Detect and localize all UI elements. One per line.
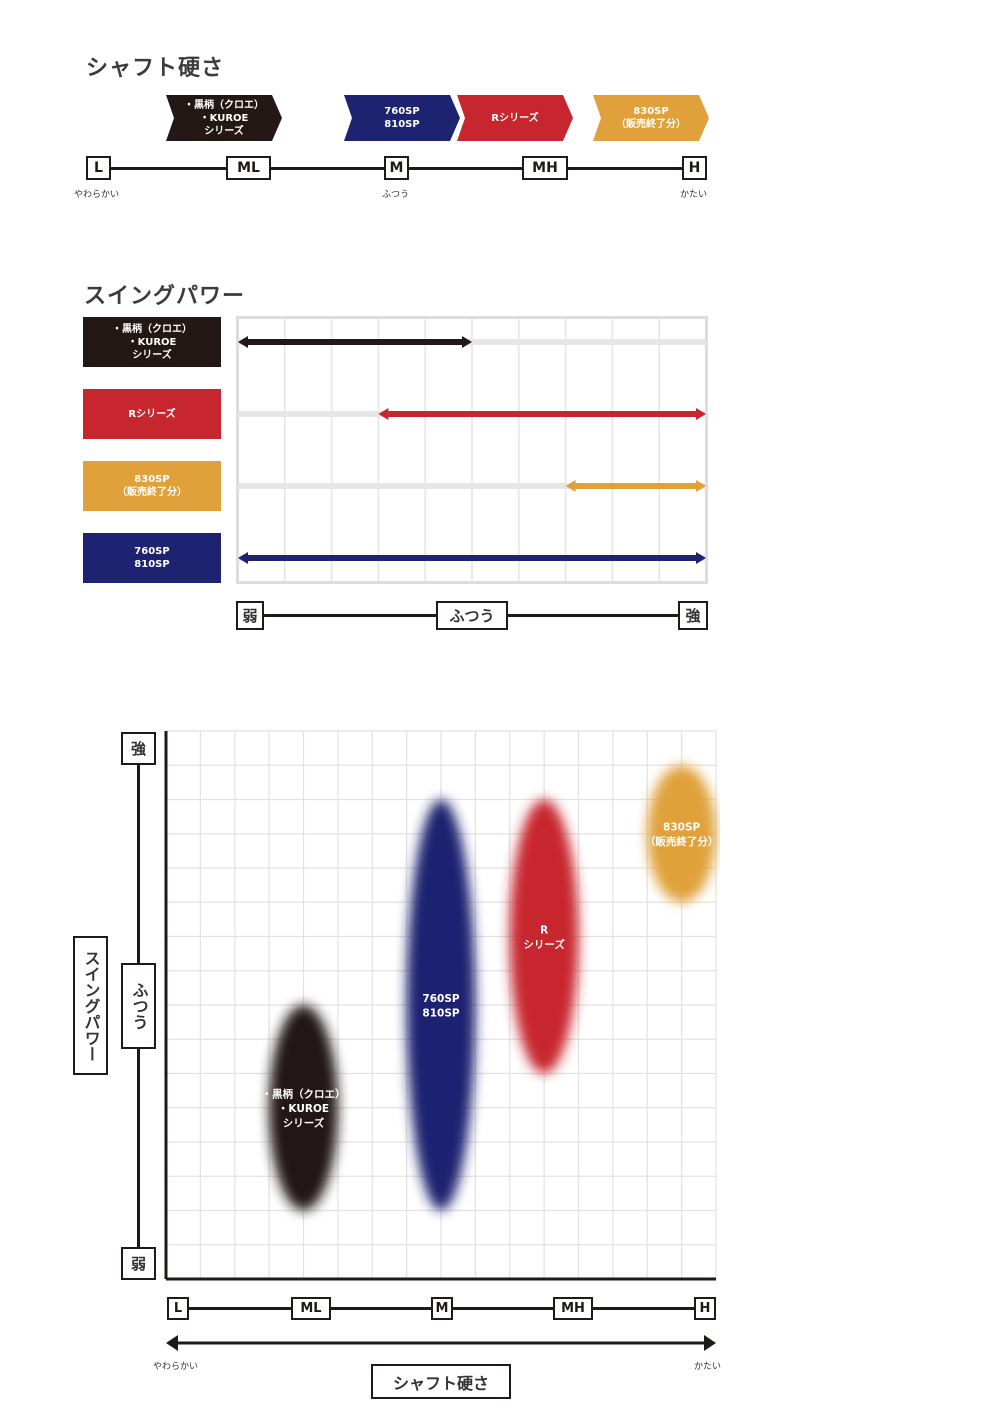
x-tick-mh: MH xyxy=(553,1297,593,1320)
x-axis-label: シャフト硬さ xyxy=(371,1364,511,1399)
mx-blob-label: 810SP xyxy=(422,1007,459,1019)
power-strong: 強 xyxy=(678,601,708,630)
y-axis-label: スイングパワー xyxy=(73,936,108,1075)
mx-blob-label: 830SP xyxy=(663,822,700,834)
sp-arrow-left xyxy=(238,552,248,564)
scale-m: M xyxy=(384,156,409,180)
scale-sub-hard: かたい xyxy=(680,190,708,200)
x-double-arrow xyxy=(166,1335,716,1351)
sp-arrow-left xyxy=(378,408,389,420)
mx-blob xyxy=(269,1005,338,1211)
swing-power-title: スイングパワー xyxy=(84,284,246,309)
y-strong: 強 xyxy=(121,732,156,765)
power-weak: 弱 xyxy=(236,601,264,630)
sp-arrow-right xyxy=(462,336,472,348)
sp-arrow-right xyxy=(696,408,706,420)
shaft-stiffness-title: シャフト硬さ xyxy=(86,56,225,81)
mx-blob xyxy=(647,765,716,903)
x-tick-l: L xyxy=(167,1297,189,1320)
swing-power-chart xyxy=(236,316,708,584)
x-tick-ml: ML xyxy=(291,1297,331,1320)
legend-830sp: 830SP （販売終了分） xyxy=(83,461,221,511)
sp-arrow-right xyxy=(696,552,706,564)
mx-blob-label: シリーズ xyxy=(523,938,565,951)
scale-sub-normal: ふつう xyxy=(382,190,410,200)
x-sub-soft: やわらかい xyxy=(153,1362,199,1372)
sp-arrow-right xyxy=(696,480,706,492)
mx-blob-label: R xyxy=(540,924,548,936)
tag-830sp: 830SP （販売終了分） xyxy=(593,95,709,141)
scale-l: L xyxy=(86,156,111,180)
mx-blob-label: 760SP xyxy=(422,993,459,1005)
tag-kuroe: ・黒柄（クロエ） ・KUROE シリーズ xyxy=(166,95,282,141)
mx-blob xyxy=(406,799,476,1211)
legend-r-series: Rシリーズ xyxy=(83,389,221,439)
scale-h: H xyxy=(682,156,707,180)
mx-blob-label: シリーズ xyxy=(283,1116,325,1129)
y-normal: ふつう xyxy=(121,963,156,1049)
mx-blob xyxy=(509,799,579,1074)
x-sub-hard: かたい xyxy=(694,1362,722,1372)
tag-r-series: Rシリーズ xyxy=(457,95,573,141)
x-tick-m: M xyxy=(431,1297,453,1320)
scale-sub-soft: やわらかい xyxy=(74,190,120,200)
power-normal: ふつう xyxy=(436,601,508,630)
mx-blob-label: ・黒柄（クロエ） xyxy=(262,1087,346,1100)
sp-arrow-left xyxy=(238,336,248,348)
tag-760sp: 760SP 810SP xyxy=(344,95,460,141)
legend-760sp: 760SP 810SP xyxy=(83,533,221,583)
y-weak: 弱 xyxy=(121,1247,156,1280)
scale-mh: MH xyxy=(522,156,568,180)
mx-blob-label: （販売終了分） xyxy=(645,835,719,848)
mx-blob-label: ・KUROE xyxy=(278,1103,329,1115)
x-tick-h: H xyxy=(694,1297,716,1320)
scale-ml: ML xyxy=(226,156,271,180)
legend-kuroe: ・黒柄（クロエ） ・KUROE シリーズ xyxy=(83,317,221,367)
sp-arrow-left xyxy=(565,480,576,492)
matrix-chart: ・黒柄（クロエ）・KUROEシリーズ760SP810SPRシリーズ830SP（販… xyxy=(164,730,719,1281)
